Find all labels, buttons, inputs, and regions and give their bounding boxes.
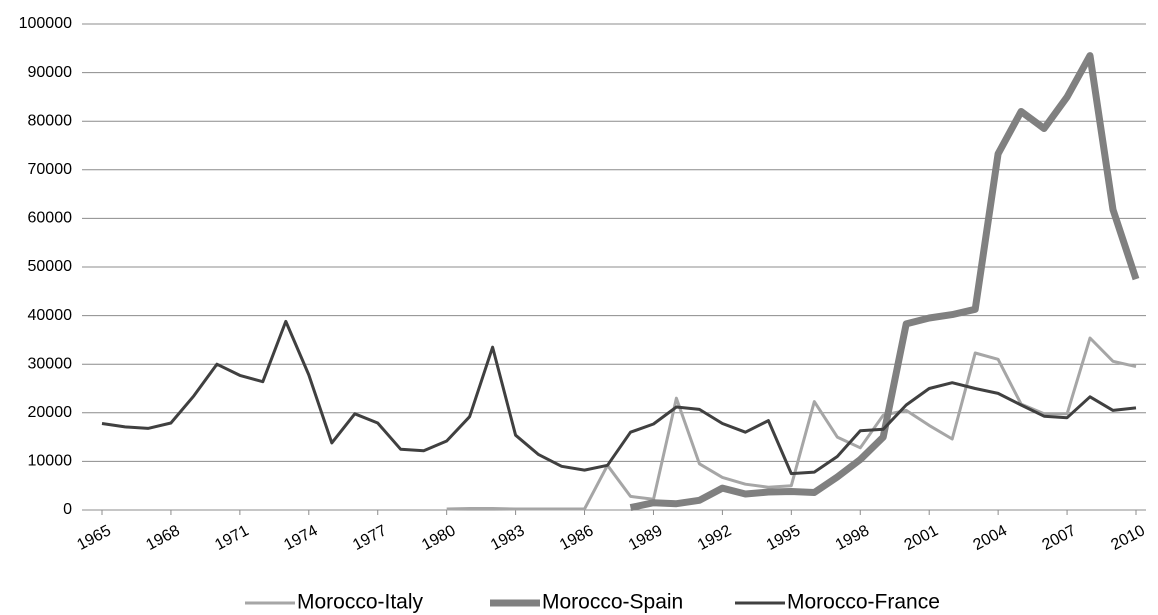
x-tick-label: 1983: [488, 522, 528, 554]
x-tick-label: 2004: [971, 522, 1011, 554]
series-line: [629, 52, 1140, 512]
x-tick-label: 1965: [74, 522, 114, 554]
y-tick-label: 60000: [28, 210, 73, 227]
legend-label: Morocco-Italy: [297, 591, 424, 614]
y-tick-label: 70000: [28, 161, 73, 178]
x-tick-label: 1995: [764, 522, 804, 554]
y-tick-label: 20000: [28, 404, 73, 421]
y-tick-label: 80000: [28, 112, 73, 129]
x-tick-label: 1998: [833, 522, 873, 554]
x-tick-label: 2001: [902, 522, 942, 554]
legend-label: Morocco-Spain: [542, 591, 683, 614]
y-tick-label: 100000: [19, 15, 72, 32]
x-tick-label: 1980: [419, 522, 459, 554]
y-tick-label: 90000: [28, 64, 73, 81]
y-tick-label: 50000: [28, 258, 73, 275]
x-tick-label: 1968: [143, 522, 183, 554]
y-tick-label: 40000: [28, 307, 73, 324]
y-tick-label: 0: [63, 501, 72, 518]
x-tick-label: 2010: [1108, 522, 1148, 554]
x-tick-label: 1974: [281, 522, 321, 554]
series-line: [101, 319, 1137, 476]
y-tick-label: 30000: [28, 355, 73, 372]
x-tick-label: 1989: [626, 522, 666, 554]
legend-label: Morocco-France: [787, 591, 940, 614]
x-tick-label: 1986: [557, 522, 597, 554]
x-tick-label: 2007: [1040, 522, 1080, 554]
x-tick-label: 1992: [695, 522, 735, 554]
x-tick-label: 1977: [350, 522, 390, 554]
x-tick-label: 1971: [212, 522, 252, 554]
y-tick-label: 10000: [28, 453, 73, 470]
series-line: [446, 336, 1137, 511]
